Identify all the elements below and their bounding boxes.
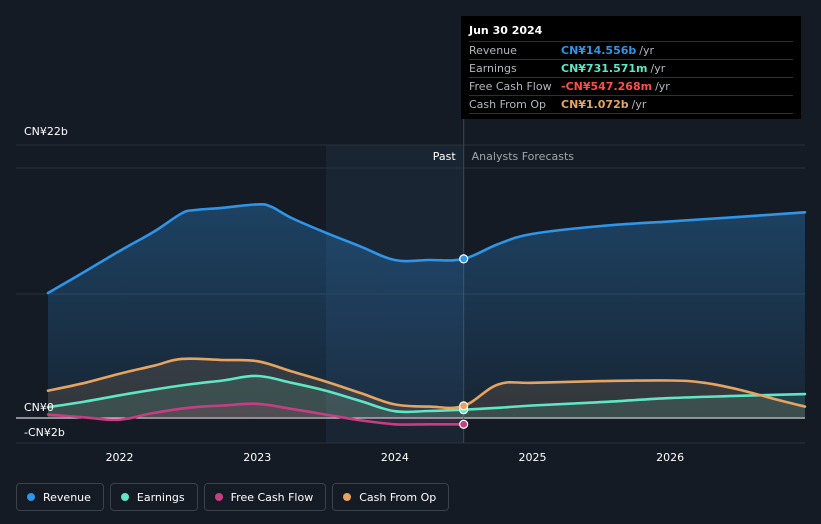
- y-label-zero: CN¥0: [24, 401, 54, 414]
- legend-item-earnings[interactable]: Earnings: [109, 483, 198, 511]
- tooltip-unit: /yr: [639, 44, 655, 57]
- axes: CN¥22b CN¥0 -CN¥2b Past Analysts Forecasts 20…: [24, 125, 684, 464]
- free-cash-flow-marker: [459, 419, 469, 429]
- legend-label: Revenue: [43, 490, 91, 504]
- legend-label: Cash From Op: [359, 490, 437, 504]
- past-label: Past: [433, 150, 457, 163]
- tooltip-label: Free Cash Flow: [469, 80, 552, 93]
- x-tick-label: 2024: [381, 451, 409, 464]
- revenue-line: [46, 203, 807, 295]
- tooltip-label: Earnings: [469, 62, 517, 75]
- legend-label: Free Cash Flow: [230, 490, 314, 504]
- tooltip-label: Revenue: [469, 44, 517, 57]
- legend-item-cash-from-op[interactable]: Cash From Op: [332, 483, 450, 511]
- forecast-label: Analysts Forecasts: [472, 150, 575, 163]
- revenue-marker: [459, 254, 469, 264]
- earnings-line: [46, 374, 807, 414]
- free-cash-flow-line: [46, 402, 465, 426]
- revenue-dot-icon: [27, 493, 35, 501]
- revenue-area: [48, 204, 805, 418]
- chart-legend: Revenue Earnings Free Cash Flow Cash Fro…: [16, 483, 450, 511]
- tooltip-row-earnings: Earnings CN¥731.571m /yr: [469, 60, 793, 78]
- hover-markers: [459, 254, 469, 429]
- tooltip-value-revenue: CN¥14.556b: [561, 44, 637, 57]
- earnings-dot-icon: [120, 493, 129, 501]
- tooltip-row-revenue: Revenue CN¥14.556b /yr: [469, 42, 793, 60]
- y-label-top: CN¥22b: [24, 125, 68, 138]
- x-tick-label: 2022: [106, 451, 134, 464]
- x-tick-label: 2023: [243, 451, 271, 464]
- tooltip-unit: /yr: [650, 62, 666, 75]
- tooltip-value-free-cash-flow: -CN¥547.268m: [561, 80, 653, 93]
- y-label-bottom: -CN¥2b: [24, 426, 65, 439]
- hover-tooltip: Jun 30 2024 Revenue CN¥14.556b /yr Earni…: [461, 16, 801, 119]
- tooltip-row-cash-from-op: Cash From Op CN¥1.072b /yr: [469, 96, 793, 114]
- free-cash-flow-dot-icon: [214, 493, 223, 501]
- cash-from-op-marker: [459, 401, 469, 411]
- cash-from-op-line: [46, 357, 807, 410]
- tooltip-label: Cash From Op: [469, 98, 547, 111]
- x-tick-label: 2025: [518, 451, 546, 464]
- tooltip-value-earnings: CN¥731.571m: [561, 62, 648, 75]
- series-lines: [46, 203, 807, 426]
- tooltip-unit: /yr: [631, 98, 647, 111]
- cash-from-op-dot-icon: [343, 493, 352, 501]
- legend-item-free-cash-flow[interactable]: Free Cash Flow: [203, 483, 327, 511]
- legend-label: Earnings: [136, 490, 185, 504]
- earnings-area: [48, 375, 805, 418]
- tooltip-date: Jun 30 2024: [469, 23, 793, 42]
- tooltip-value-cash-from-op: CN¥1.072b: [561, 98, 629, 111]
- x-tick-label: 2026: [656, 451, 684, 464]
- tooltip-row-free-cash-flow: Free Cash Flow -CN¥547.268m /yr: [469, 78, 793, 96]
- legend-item-revenue[interactable]: Revenue: [16, 483, 104, 511]
- tooltip-unit: /yr: [655, 80, 670, 93]
